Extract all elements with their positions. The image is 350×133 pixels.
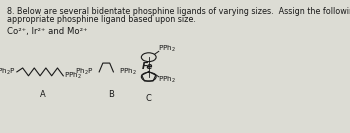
Text: C: C (146, 94, 152, 103)
Text: A: A (40, 90, 46, 99)
Text: Ph$_2$P: Ph$_2$P (0, 67, 15, 77)
Text: PPh$_2$: PPh$_2$ (119, 67, 137, 77)
Text: Fe: Fe (142, 63, 153, 72)
Text: PPh$_2$: PPh$_2$ (158, 75, 176, 85)
Text: Ph$_2$P: Ph$_2$P (75, 67, 94, 77)
Text: PPh$_2$: PPh$_2$ (158, 44, 176, 55)
Text: appropriate phosphine ligand based upon size.: appropriate phosphine ligand based upon … (7, 15, 196, 24)
Text: Co²⁺, Ir²⁺ and Mo²⁺: Co²⁺, Ir²⁺ and Mo²⁺ (7, 27, 88, 36)
Text: PPh$_2$: PPh$_2$ (64, 71, 82, 81)
Text: 8. Below are several bidentate phosphine ligands of varying sizes.  Assign the f: 8. Below are several bidentate phosphine… (7, 7, 350, 16)
Text: B: B (108, 90, 114, 99)
